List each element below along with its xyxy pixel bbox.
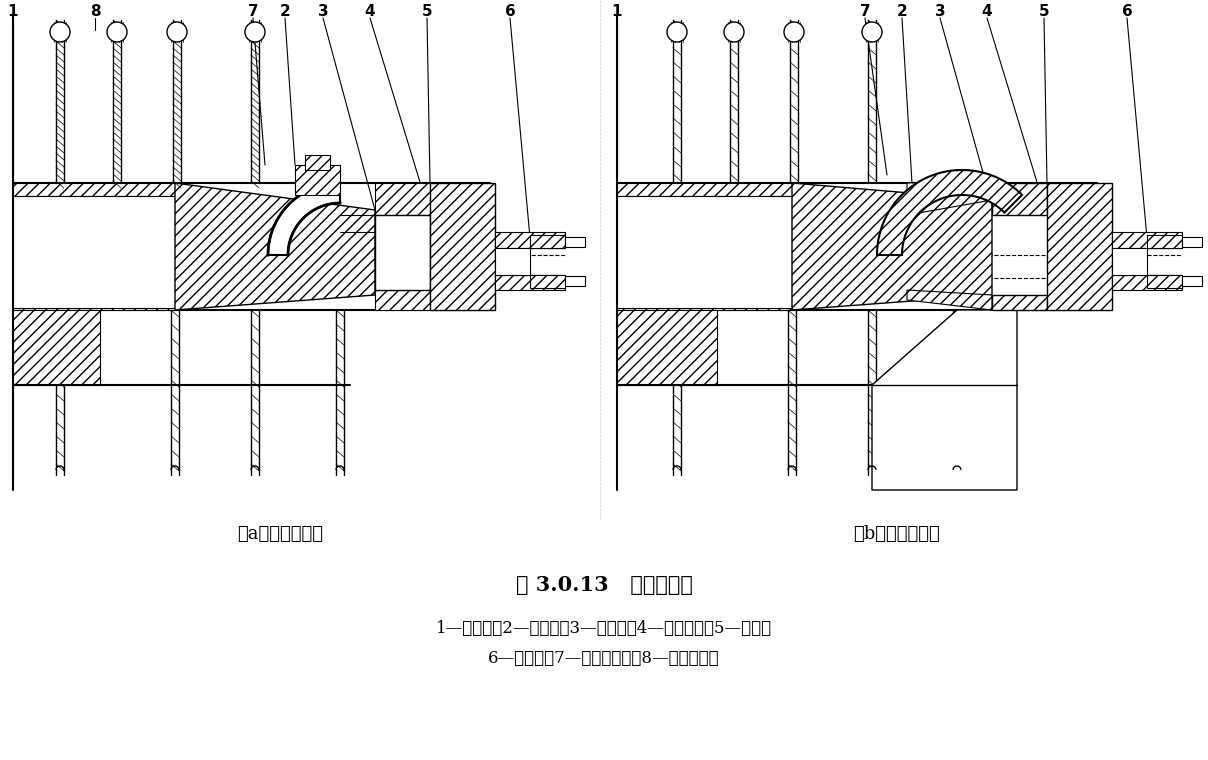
Bar: [530, 235, 565, 248]
Polygon shape: [268, 183, 339, 255]
Polygon shape: [13, 310, 100, 385]
Polygon shape: [792, 183, 992, 310]
Text: 1—波纹管；2—锚垫板；3—灌浆孔；4—对中止口；5—锚板；: 1—波纹管；2—锚垫板；3—灌浆孔；4—对中止口；5—锚板；: [436, 620, 772, 637]
Text: 2: 2: [279, 5, 290, 20]
Bar: [565, 276, 585, 286]
Text: 1: 1: [7, 5, 18, 20]
Circle shape: [245, 22, 265, 42]
Circle shape: [108, 22, 127, 42]
Bar: [13, 196, 175, 308]
Bar: [565, 237, 585, 247]
Text: 图 3.0.13   锚垫板示意: 图 3.0.13 锚垫板示意: [516, 575, 692, 595]
Bar: [1181, 237, 1202, 247]
Bar: [1148, 235, 1181, 248]
Text: 8: 8: [89, 5, 100, 20]
Polygon shape: [1113, 232, 1181, 248]
Text: 6—钢绞线；7—钢绞线折角；8—焊接喇叭管: 6—钢绞线；7—钢绞线折角；8—焊接喇叭管: [488, 650, 720, 667]
Polygon shape: [907, 290, 992, 310]
Polygon shape: [872, 310, 1017, 490]
Text: 1: 1: [611, 5, 622, 20]
Text: 4: 4: [365, 5, 376, 20]
Polygon shape: [1113, 275, 1181, 290]
Polygon shape: [907, 183, 992, 215]
Polygon shape: [1047, 183, 1113, 310]
Bar: [1148, 275, 1181, 288]
Text: 6: 6: [1121, 5, 1132, 20]
Polygon shape: [430, 183, 495, 310]
Text: （b）铸造锚垫板: （b）铸造锚垫板: [854, 525, 940, 543]
Polygon shape: [617, 308, 792, 310]
Text: 7: 7: [860, 5, 870, 20]
Polygon shape: [617, 310, 718, 385]
Text: 2: 2: [896, 5, 907, 20]
Text: 6: 6: [505, 5, 516, 20]
Text: 5: 5: [1039, 5, 1050, 20]
Polygon shape: [617, 183, 792, 196]
Text: （a）普通锚垫板: （a）普通锚垫板: [237, 525, 323, 543]
Polygon shape: [374, 290, 430, 310]
Circle shape: [784, 22, 805, 42]
Polygon shape: [374, 183, 430, 215]
Bar: [617, 196, 792, 308]
Bar: [992, 183, 1047, 215]
Bar: [1181, 276, 1202, 286]
Circle shape: [863, 22, 882, 42]
Circle shape: [50, 22, 70, 42]
Text: 5: 5: [422, 5, 432, 20]
Text: 4: 4: [982, 5, 992, 20]
Bar: [530, 275, 565, 288]
Polygon shape: [13, 183, 175, 196]
Text: 3: 3: [318, 5, 329, 20]
Circle shape: [167, 22, 187, 42]
Text: 7: 7: [248, 5, 259, 20]
Bar: [374, 215, 430, 290]
Polygon shape: [13, 308, 175, 310]
Bar: [1113, 248, 1148, 275]
Polygon shape: [175, 183, 374, 310]
Polygon shape: [877, 170, 1022, 255]
Bar: [295, 165, 339, 195]
Circle shape: [724, 22, 744, 42]
Circle shape: [667, 22, 687, 42]
Polygon shape: [495, 232, 565, 248]
Text: 3: 3: [935, 5, 946, 20]
Polygon shape: [495, 275, 565, 290]
Bar: [495, 248, 530, 275]
Bar: [304, 155, 330, 170]
Bar: [992, 295, 1047, 310]
